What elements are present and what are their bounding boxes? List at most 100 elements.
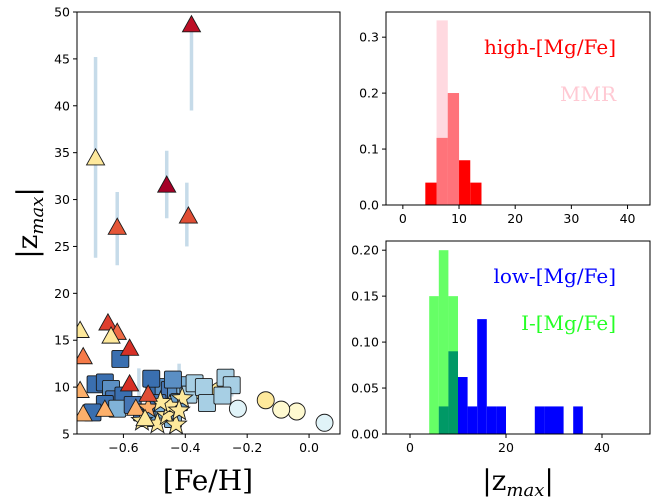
triangle-marker	[178, 206, 199, 224]
scatter-y-tick-label: 25	[54, 239, 70, 254]
bottom-histogram-x-tick-label: 40	[594, 440, 610, 455]
top-histogram-x-tick-label: 40	[620, 211, 636, 226]
top-histogram-ticks: 0 10 20 30 40 0.0 0.1 0.2 0.3	[359, 30, 635, 226]
bottom-histogram-y-tick-label: 0.20	[351, 243, 379, 258]
triangle-marker	[85, 147, 106, 166]
top-histogram-bar	[447, 93, 460, 205]
circle-marker	[228, 399, 247, 418]
top-histogram-legend: high-[Mg/Fe] MMR	[484, 35, 617, 106]
bottom-histogram-legend-entry: low-[Mg/Fe]	[493, 264, 616, 288]
top-histogram-x-tick-label: 20	[507, 211, 523, 226]
circle-marker	[256, 391, 275, 410]
triangle-marker	[119, 338, 140, 356]
bottom-histogram-bar	[554, 406, 564, 434]
top-histogram-bar	[425, 182, 437, 205]
scatter-y-label: |zmax|	[11, 187, 48, 259]
bottom-histogram-bars	[429, 250, 583, 434]
star-marker	[164, 412, 188, 434]
top-histogram-bar	[459, 160, 471, 205]
bottom-histogram-bar	[544, 406, 554, 434]
bottom-histogram-panel: 0 20 40 0.00 0.05 0.10 0.15 0.20 low-[Mg/Fe] I-[…	[351, 240, 651, 499]
scatter-panel: −0.6 −0.4 −0.2 0.0 5 10 15 20 25 30 35 40 45 50 [Fe/H…	[11, 5, 341, 497]
bottom-histogram-y-tick-label: 0.15	[351, 289, 379, 304]
triangle-marker	[77, 346, 93, 365]
top-histogram-bars	[425, 20, 482, 206]
bottom-histogram-y-tick-label: 0.00	[351, 427, 379, 442]
top-histogram-y-tick-label: 0.1	[359, 142, 379, 157]
top-histogram-y-tick-label: 0.2	[359, 86, 379, 101]
scatter-y-tick-label: 30	[54, 192, 70, 207]
scatter-x-tick-label: 0.0	[299, 440, 319, 455]
square-marker	[213, 386, 232, 405]
bottom-histogram-legend: low-[Mg/Fe] I-[Mg/Fe]	[493, 264, 616, 335]
bottom-histogram-bar	[438, 250, 449, 434]
star-marker	[170, 386, 194, 409]
bottom-histogram-y-tick-label: 0.05	[351, 381, 379, 396]
triangle-marker	[119, 373, 140, 392]
bottom-histogram-y-tick-label: 0.10	[351, 335, 379, 350]
bottom-histogram-bar	[477, 319, 487, 434]
triangle-marker	[156, 175, 177, 193]
bottom-histogram-bar	[429, 296, 439, 434]
circle-marker	[287, 402, 306, 421]
scatter-y-tick-label: 50	[54, 5, 70, 20]
top-histogram-y-tick-label: 0.3	[359, 30, 379, 45]
scatter-y-tick-label: 5	[62, 427, 70, 442]
triangle-marker	[138, 384, 158, 402]
histogram-x-label: |zmax|	[482, 464, 554, 499]
scatter-y-tick-label: 45	[54, 51, 70, 66]
circle-marker	[315, 413, 334, 432]
scatter-x-tick-label: −0.6	[108, 440, 138, 455]
bottom-histogram-ticks: 0 20 40 0.00 0.05 0.10 0.15 0.20	[351, 243, 610, 455]
triangle-marker	[135, 408, 155, 427]
bottom-histogram-x-tick-label: 0	[406, 440, 414, 455]
triangle-marker	[95, 399, 115, 417]
marker-layer	[77, 14, 334, 434]
square-marker	[194, 378, 213, 397]
triangle-marker	[77, 403, 93, 422]
circle-marker	[272, 400, 291, 419]
top-histogram-frame	[385, 11, 651, 206]
bottom-histogram-frame	[385, 240, 651, 435]
top-histogram-x-tick-label: 0	[399, 211, 407, 226]
triangle-marker	[98, 312, 118, 331]
scatter-frame	[76, 11, 341, 435]
scatter-y-tick-label: 40	[54, 98, 70, 113]
bottom-histogram-bar	[496, 406, 506, 434]
errorbar-layer	[93, 26, 234, 406]
bottom-histogram-bar	[448, 296, 458, 434]
top-histogram-panel: 0 10 20 30 40 0.0 0.1 0.2 0.3 high-[Mg/Fe] MMR	[359, 11, 651, 226]
scatter-y-tick-label: 20	[54, 286, 70, 301]
bottom-histogram-bar	[467, 406, 478, 434]
triangle-marker	[107, 217, 128, 235]
bottom-histogram-bar	[534, 406, 545, 434]
bottom-histogram-bar	[486, 406, 497, 434]
scatter-x-tick-label: −0.4	[170, 440, 200, 455]
scatter-y-tick-label: 10	[54, 380, 70, 395]
square-marker	[163, 370, 182, 389]
square-marker	[198, 394, 216, 413]
scatter-y-tick-label: 35	[54, 145, 70, 160]
triangle-marker	[101, 326, 121, 344]
top-histogram-y-tick-label: 0.0	[359, 198, 379, 213]
triangle-marker	[181, 14, 202, 33]
triangle-marker	[77, 380, 90, 398]
top-histogram-x-tick-label: 10	[451, 211, 467, 226]
top-histogram-legend-entry: MMR	[560, 82, 617, 106]
bottom-histogram-legend-entry: I-[Mg/Fe]	[521, 311, 616, 335]
bottom-histogram-bar	[573, 406, 583, 434]
scatter-x-tick-label: −0.2	[232, 440, 262, 455]
star-marker	[167, 398, 191, 421]
top-histogram-bar	[436, 20, 448, 206]
top-histogram-legend-entry: high-[Mg/Fe]	[484, 35, 616, 59]
bottom-histogram-bar	[458, 377, 468, 434]
bottom-histogram-x-tick-label: 20	[498, 440, 514, 455]
scatter-y-tick-label: 15	[54, 333, 70, 348]
square-marker	[142, 369, 161, 388]
top-histogram-bar	[470, 182, 482, 205]
triangle-marker	[125, 398, 146, 416]
scatter-ticks: −0.6 −0.4 −0.2 0.0 5 10 15 20 25 30 35 40 45 50	[54, 5, 319, 456]
triangle-marker	[77, 320, 90, 338]
top-histogram-x-tick-label: 30	[563, 211, 579, 226]
